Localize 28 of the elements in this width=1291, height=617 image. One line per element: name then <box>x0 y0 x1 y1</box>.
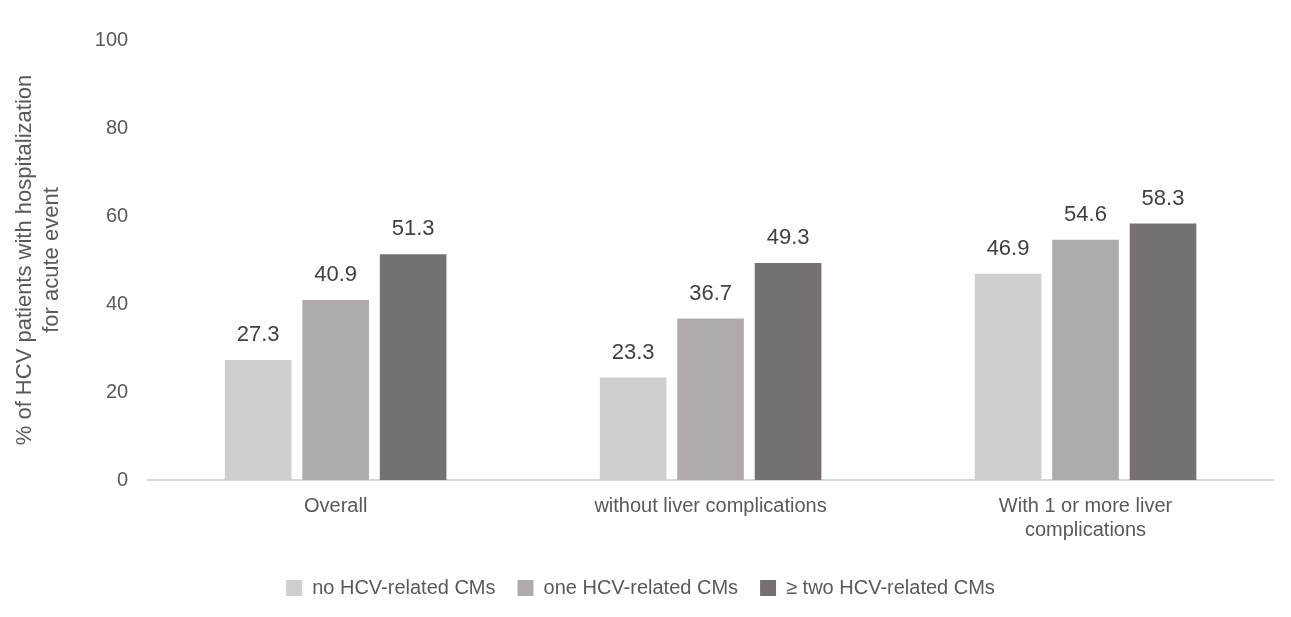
legend-label: ≥ two HCV-related CMs <box>786 575 995 598</box>
data-label: 58.3 <box>1141 184 1185 210</box>
y-tick-label: 100 <box>94 27 129 50</box>
data-label: 49.3 <box>766 224 810 250</box>
bar <box>754 263 822 480</box>
legend-label: no HCV-related CMs <box>312 575 496 598</box>
data-label: 46.9 <box>986 234 1030 260</box>
y-tick-label: 0 <box>117 467 129 490</box>
y-axis-title: % of HCV patients with hospitalization for acute event <box>11 74 63 446</box>
bar <box>379 254 447 480</box>
data-label: 36.7 <box>689 279 732 305</box>
x-tick-label: without liver complications <box>593 493 827 516</box>
data-label: 51.3 <box>391 215 435 241</box>
data-label: 23.3 <box>611 338 655 364</box>
data-label: 40.9 <box>314 261 358 287</box>
x-tick-label: With 1 or more liver complications <box>998 493 1173 540</box>
bar <box>1052 239 1119 480</box>
bar <box>1129 223 1197 480</box>
x-tick-label: Overall <box>303 493 368 516</box>
bar <box>302 300 369 480</box>
data-label: 54.6 <box>1064 200 1107 226</box>
y-tick-label: 40 <box>105 291 129 314</box>
y-tick-label: 60 <box>105 203 129 226</box>
y-tick-label: 20 <box>105 379 129 402</box>
legend-label: one HCV-related CMs <box>543 575 739 598</box>
y-tick-label: 80 <box>105 115 129 138</box>
data-label: 27.3 <box>236 320 280 346</box>
bar <box>677 318 744 480</box>
